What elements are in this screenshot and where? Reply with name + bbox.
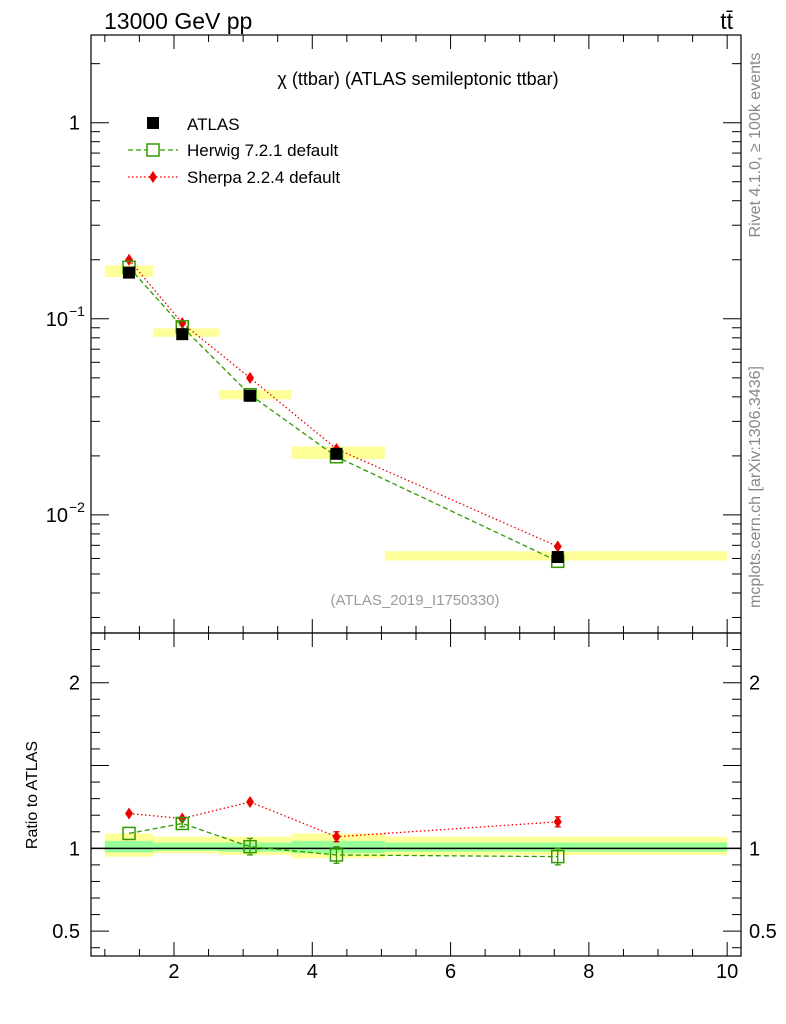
data-point-0 <box>176 328 189 341</box>
ratio-panel-frame <box>90 632 742 957</box>
x-tick-label: 4 <box>307 961 318 983</box>
ratio-axis-ticks: 0.5 0.5 1 1 2 2 <box>52 632 777 956</box>
rivet-version-label: Rivet 4.1.0, ≥ 100k events <box>747 53 764 238</box>
data-point-0 <box>330 447 343 460</box>
ratio-point-1 <box>329 848 344 862</box>
data-point-2 <box>125 253 134 266</box>
ratio-ylabel: Ratio to ATLAS <box>24 741 41 849</box>
legend: ATLAS Herwig 7.2.1 default Sherpa 2.2.4 … <box>128 115 340 187</box>
ratio-point-1 <box>175 816 190 831</box>
ratio-series-group <box>91 795 741 866</box>
y-tick-label: 10 <box>46 505 68 527</box>
legend-sherpa-marker <box>149 171 157 183</box>
main-axis-ticks: 110−110−2 <box>46 35 741 633</box>
x-tick-label: 2 <box>168 961 179 983</box>
energy-label: 13000 GeV pp <box>104 8 252 34</box>
chart-title: χ (ttbar) (ATLAS semileptonic ttbar) <box>277 69 558 89</box>
y-tick-label: 1 <box>69 113 80 135</box>
legend-atlas-marker <box>147 117 159 129</box>
legend-herwig-marker <box>146 143 160 157</box>
ratio-y-tick-label: 0.5 <box>52 921 80 943</box>
ratio-uncertainty-bands <box>104 833 728 859</box>
ratio-point-2 <box>125 807 134 820</box>
ratio-point-1 <box>551 849 565 864</box>
x-tick-labels: 2 4 6 8 10 <box>168 961 738 983</box>
data-point-0 <box>551 551 564 564</box>
x-tick-label: 10 <box>716 961 738 983</box>
main-uncertainty-bands <box>104 265 728 561</box>
ratio-y-tick-label-right: 2 <box>749 673 760 695</box>
legend-herwig-label: Herwig 7.2.1 default <box>187 141 338 160</box>
data-point-2 <box>553 540 562 553</box>
ratio-point-1 <box>122 826 136 841</box>
ratio-band-inner <box>153 842 219 851</box>
ratio-line-1 <box>128 822 558 858</box>
process-label: tt̄ <box>720 8 733 34</box>
ratio-y-tick-label-right: 0.5 <box>749 921 777 943</box>
ratio-point-2 <box>178 812 187 825</box>
series-line-1 <box>128 266 559 562</box>
ratio-y-tick-label-right: 1 <box>749 838 760 860</box>
ratio-y-tick-label: 2 <box>69 673 80 695</box>
data-point-2 <box>246 371 255 384</box>
ratio-point-2 <box>332 830 341 843</box>
legend-atlas-label: ATLAS <box>187 115 240 134</box>
ratio-y-tick-label: 1 <box>69 838 80 860</box>
ratio-band-inner <box>104 840 154 853</box>
y-tick-exponent: −1 <box>69 303 85 319</box>
main-series-group <box>122 253 565 569</box>
mcplots-label: mcplots.cern.ch [arXiv:1306.3436] <box>747 366 764 608</box>
series-line-2 <box>128 259 559 548</box>
data-point-0 <box>244 389 257 402</box>
ratio-line-2 <box>128 801 558 838</box>
y-tick-label: 10 <box>46 309 68 331</box>
ratio-point-1 <box>243 839 257 854</box>
analysis-id-label: (ATLAS_2019_I1750330) <box>330 592 499 609</box>
legend-sherpa-label: Sherpa 2.2.4 default <box>187 168 340 187</box>
ratio-point-2 <box>553 815 562 828</box>
data-point-0 <box>123 266 136 279</box>
x-tick-label: 8 <box>583 961 594 983</box>
ratio-band-inner <box>384 842 728 852</box>
ratio-point-2 <box>246 795 255 808</box>
y-tick-exponent: −2 <box>69 499 85 515</box>
x-tick-label: 6 <box>445 961 456 983</box>
